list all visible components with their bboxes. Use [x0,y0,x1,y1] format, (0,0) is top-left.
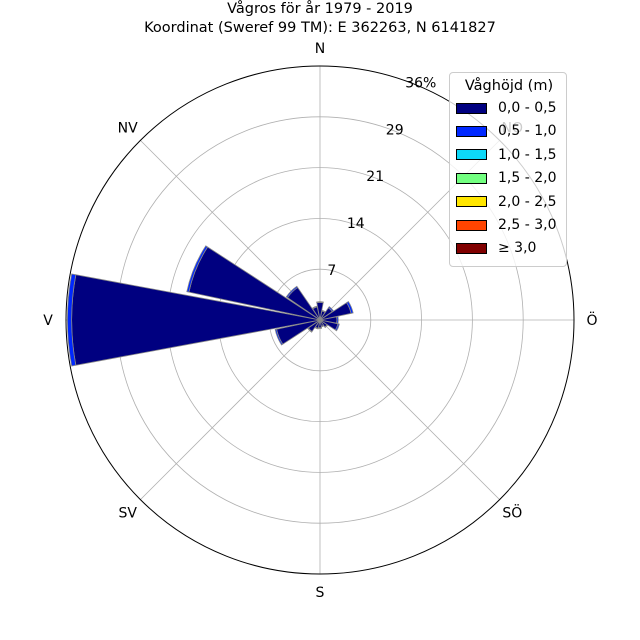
legend-label: ≥ 3,0 [498,240,537,257]
rose-bar [317,327,323,329]
legend-label: 2,0 - 2,5 [498,193,557,210]
legend-swatch [456,196,487,208]
rose-bars [67,245,354,367]
legend-title: Våghöjd (m) [464,78,554,94]
legend-swatch [456,125,487,137]
rose-bar [336,316,339,324]
chart-subtitle: Koordinat (Sweref 99 TM): E 362263, N 61… [144,20,496,36]
rose-bar [285,285,299,299]
grid-spoke [319,319,500,500]
legend-swatch [456,242,487,254]
legend-entry: 2,5 - 3,0 [456,216,556,234]
legend-swatch [456,219,487,231]
rose-bar [327,306,334,313]
rose-bar [274,328,284,346]
direction-label: S [316,585,325,601]
grid-spoke [140,140,321,321]
polar-grid [66,66,574,574]
direction-label: V [43,313,53,329]
rose-bar [334,323,340,332]
legend-label: 0,0 - 0,5 [498,100,557,116]
direction-label: NV [118,121,138,137]
legend-label: 2,5 - 3,0 [498,217,557,233]
legend-entry: 2,0 - 2,5 [456,193,556,211]
radial-tick-labels: 7 14 21 29 36% [327,75,436,279]
direction-label: SV [118,505,137,521]
legend-label: 1,5 - 2,0 [498,170,557,187]
rose-bar [186,245,209,293]
legend-entry: 0,0 - 0,5 [456,99,556,117]
rose-bar [346,301,354,314]
outer-axis-circle [65,65,575,575]
rose-bar [67,273,77,367]
legend: Våghöjd (m) 0,0 - 0,5 0,5 - 1,0 1,0 - 1,5 1… [449,72,567,267]
legend-entry: 1,5 - 2,0 [456,169,556,187]
radial-tick-label: 7 [327,263,336,279]
radial-tick-label: 14 [347,216,365,232]
direction-label: N [315,41,325,57]
direction-label: Ö [586,311,597,329]
legend-swatch [456,149,487,161]
legend-swatch [456,102,487,114]
legend-entry: 0,5 - 1,0 [456,122,556,140]
chart-title: Vågros för år 1979 - 2019 Koordinat (Swe… [0,0,640,38]
radial-tick-label: 21 [366,169,384,185]
grid-spoke [140,319,321,500]
radial-tick-label: 29 [386,122,404,138]
radial-tick-label: 36% [405,75,436,91]
legend-label: 0,5 - 1,0 [498,123,557,140]
rose-bar [316,301,324,304]
legend-entry: 1,0 - 1,5 [456,146,556,164]
legend-entry: ≥ 3,0 [456,239,536,257]
legend-label: 1,0 - 1,5 [498,146,557,163]
rose-bar [324,324,329,329]
rose-bar [311,305,318,310]
legend-swatch [456,172,487,184]
chart-title-line1: Vågros för år 1979 - 2019 [227,1,413,17]
direction-label: SÖ [502,503,522,521]
